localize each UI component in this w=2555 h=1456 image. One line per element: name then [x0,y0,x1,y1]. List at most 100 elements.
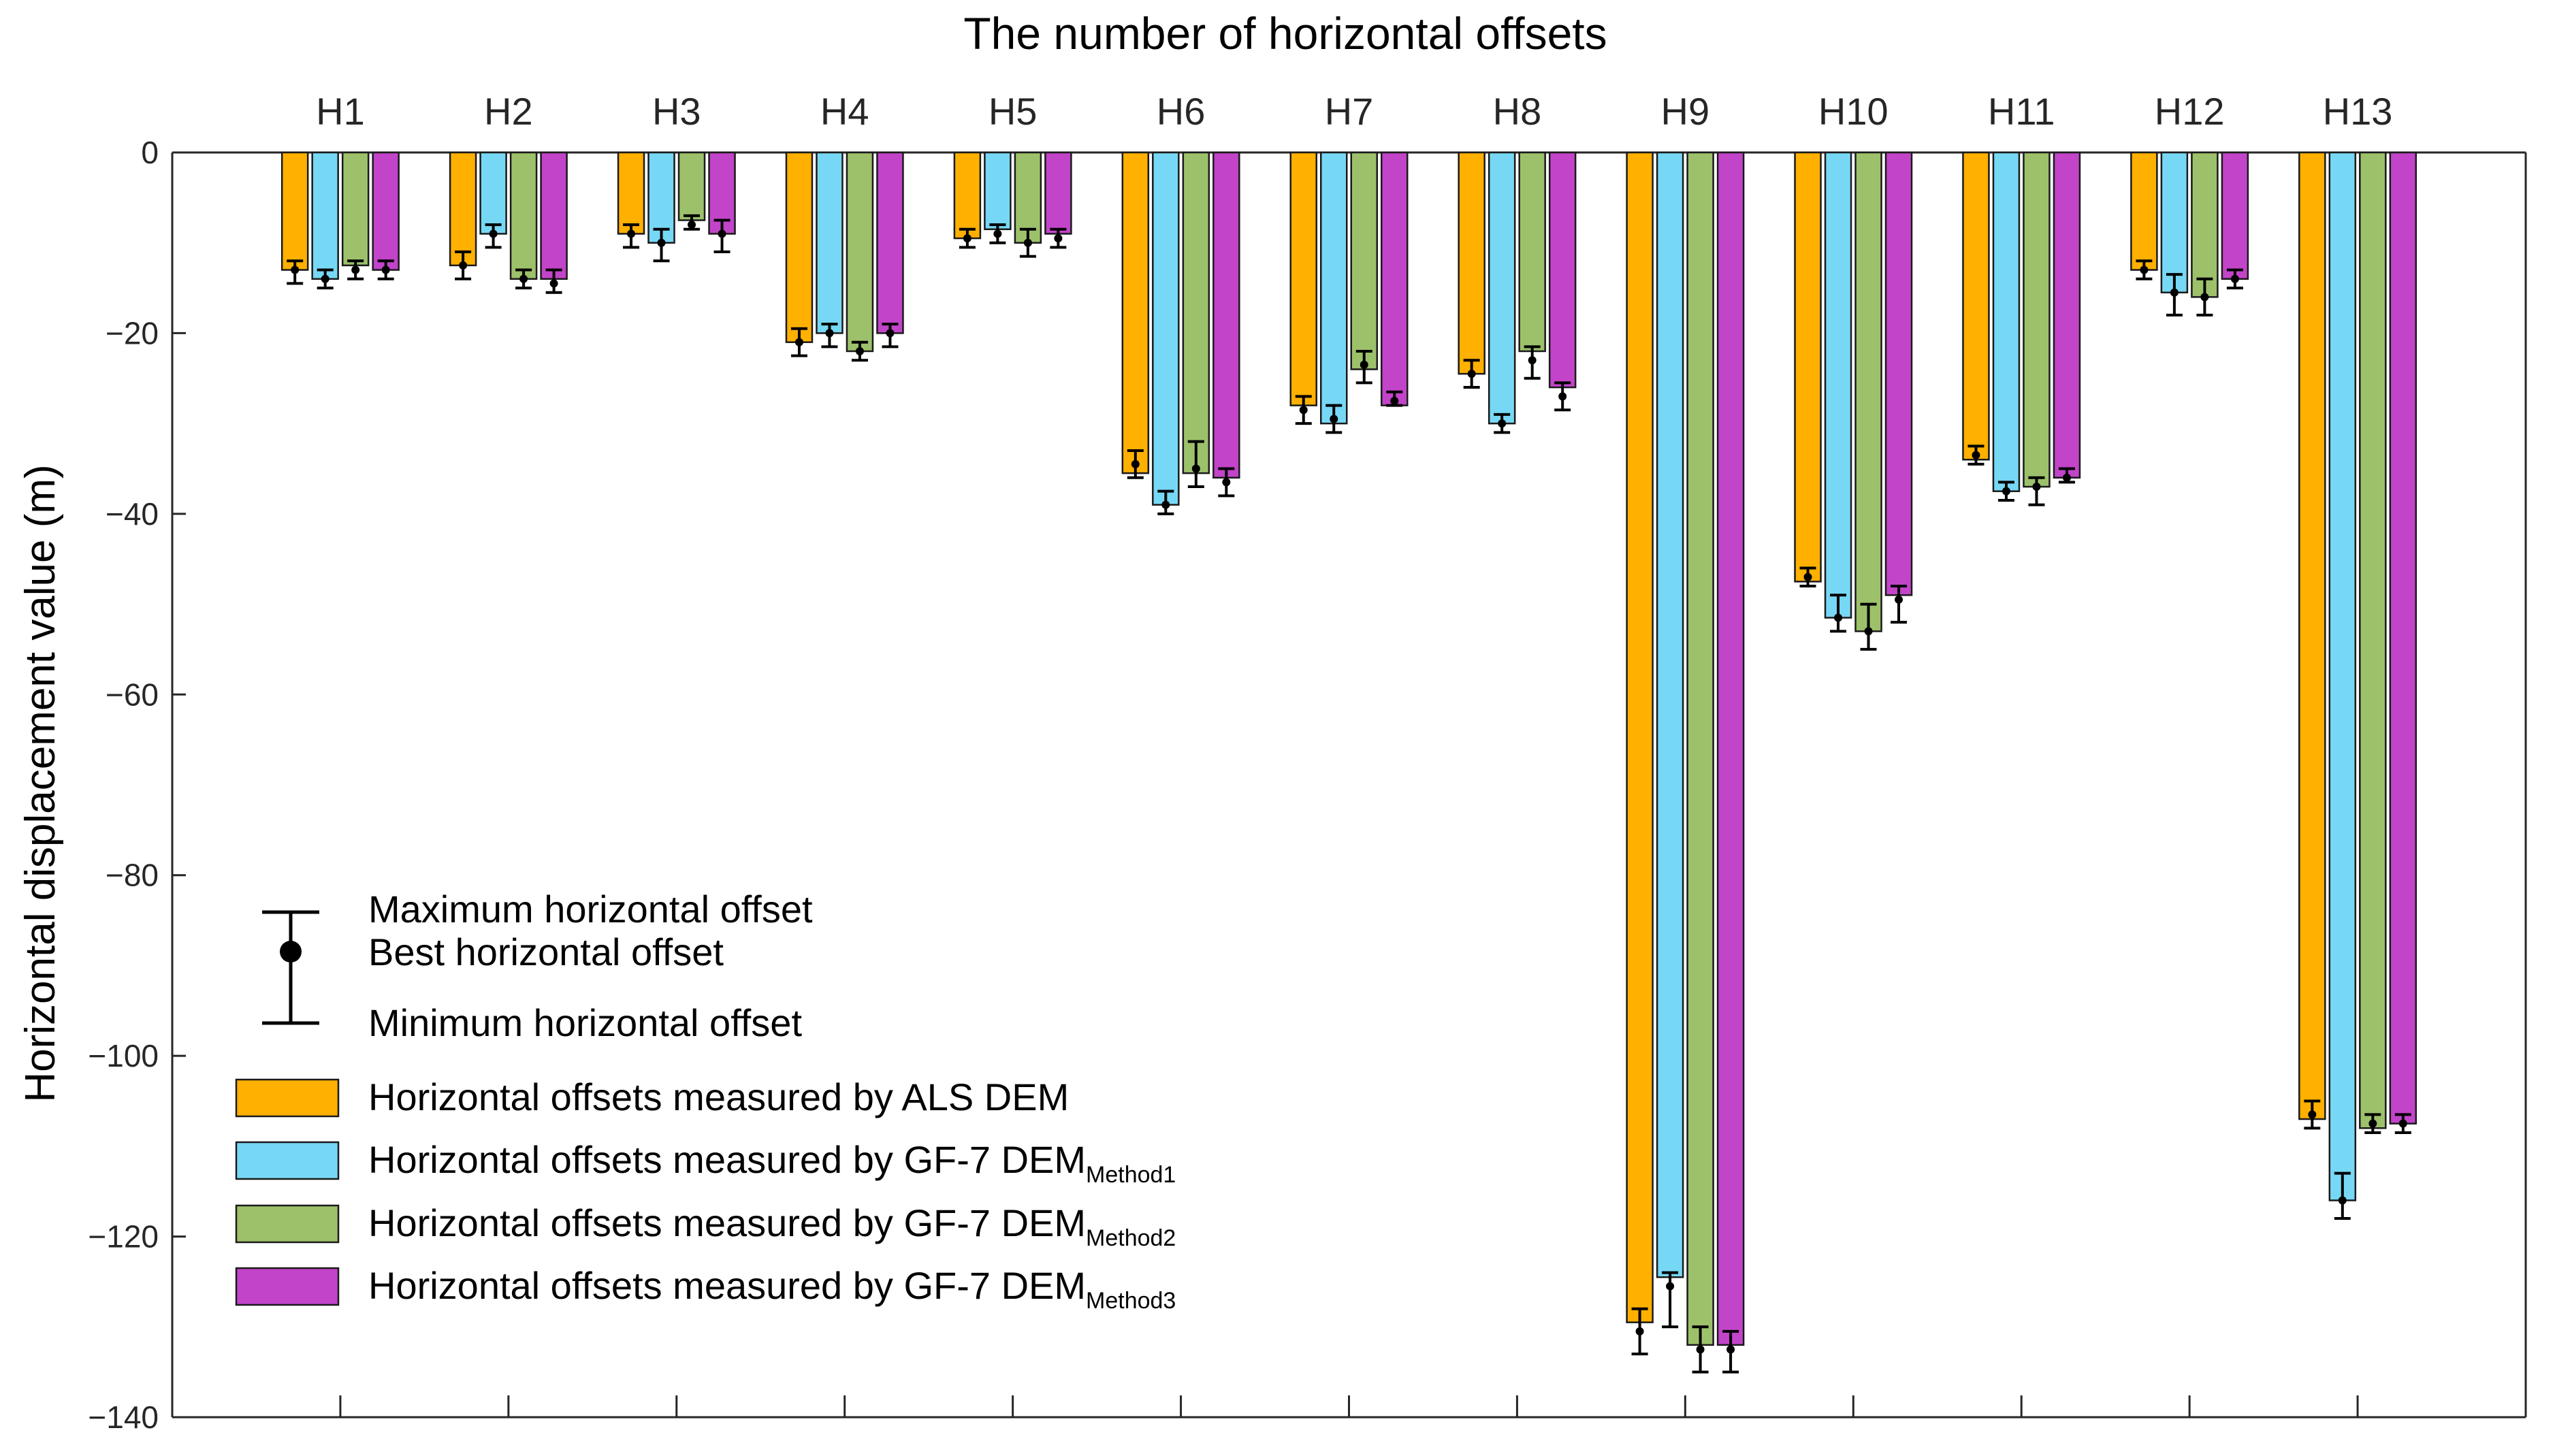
bar [1212,151,1240,479]
y-tick-label: −80 [106,858,159,893]
group-label: H6 [1157,90,1206,133]
best-offset-point [381,265,390,274]
group-label: H11 [1988,90,2055,133]
bar [1381,151,1409,406]
best-offset-point [1299,406,1308,415]
legend-swatch [235,1141,340,1180]
group-label: H2 [484,90,533,133]
y-tick-label: −20 [106,315,159,351]
best-offset-point [2062,473,2071,482]
best-offset-point [1023,238,1032,247]
group-label: H1 [316,90,365,133]
best-offset-point [1360,360,1368,369]
best-offset-point [459,261,468,270]
chart-title: The number of horizontal offsets [963,8,1607,59]
group-label: H12 [2155,90,2225,133]
best-offset-point [1895,595,1903,604]
best-offset-point [2308,1110,2317,1119]
group-label: H7 [1325,90,1374,133]
bar [846,151,874,353]
best-offset-point [549,279,558,288]
best-offset-point [2398,1119,2407,1128]
best-offset-point [519,274,528,283]
best-offset-point [2200,293,2209,302]
best-offset-point [855,346,864,355]
bar [816,151,843,334]
legend-swatch [235,1078,340,1118]
best-offset-point [1161,500,1170,509]
bar [2359,151,2387,1129]
best-offset-point [1635,1327,1644,1336]
bar [1518,151,1546,353]
plot-area: 0 −20 −40 −60 −80 −100 −120 −140 H1 H2 H3 H4 H5 H6 H7 H… [88,90,2527,1435]
y-tick-label: −40 [106,496,159,532]
bar [2328,151,2357,1201]
bar [311,151,339,280]
bar [2053,151,2081,479]
best-offset-point [993,229,1002,238]
bar [984,151,1012,231]
legend-errorbar-best-label: Best horizontal offset [368,931,724,973]
bar [1182,151,1210,474]
bar [1794,151,1822,583]
y-axis-title: Horizontal displacement value (m) [17,464,64,1102]
best-offset-point [1191,464,1200,473]
bar [479,151,507,235]
bar [1320,151,1348,425]
best-offset-point [794,338,803,346]
bar [1992,151,2021,492]
best-offset-point [886,329,895,338]
best-offset-point [1498,419,1507,428]
best-offset-point [2170,288,2179,297]
y-tick-label: 0 [141,135,159,170]
bar [876,151,904,334]
group-label: H9 [1661,90,1710,133]
group-label: H4 [820,90,869,133]
legend-series-3-label: Horizontal offsets measured by GF-7 DEMM… [368,1201,1176,1251]
best-offset-point [2338,1196,2347,1205]
bar [1854,151,1882,632]
best-offset-point [1803,572,1812,581]
best-offset-point [2368,1119,2377,1128]
best-offset-point [688,221,696,229]
legend-series-4-label: Horizontal offsets measured by GF-7 DEMM… [368,1264,1176,1314]
bar [1152,151,1180,506]
best-offset-point [627,229,636,238]
bar [341,151,370,267]
best-offset-point [321,274,330,283]
bar [540,151,568,280]
best-offset-point [1972,451,1980,459]
y-tick-label: −140 [88,1400,159,1435]
best-offset-point [963,234,971,243]
group-label: H10 [1818,90,1889,133]
bar [1121,151,1150,474]
best-offset-point [1558,392,1567,401]
group-label: H8 [1493,90,1542,133]
bar [509,151,538,280]
best-offset-point [2002,487,2010,496]
legend-swatch [235,1204,340,1244]
bar [2389,151,2417,1125]
bar [2130,151,2158,271]
bar [449,151,477,267]
best-offset-point [291,265,300,274]
bar [1824,151,1852,619]
best-offset-point [2230,274,2239,283]
group-label: H3 [652,90,701,133]
best-offset-point [718,229,726,238]
bar [1014,151,1042,244]
best-offset-point [1131,459,1140,468]
bar [2221,151,2249,280]
y-tick-label: −120 [88,1219,159,1255]
y-tick-label: −60 [106,677,159,712]
best-offset-point [1528,356,1537,365]
bar [785,151,814,343]
bar [1044,151,1072,235]
bar [2191,151,2219,298]
best-offset-point [2140,265,2149,274]
best-offset-point [1696,1345,1705,1354]
bar [1686,151,1714,1346]
bar [617,151,645,235]
best-offset-point [657,238,666,247]
